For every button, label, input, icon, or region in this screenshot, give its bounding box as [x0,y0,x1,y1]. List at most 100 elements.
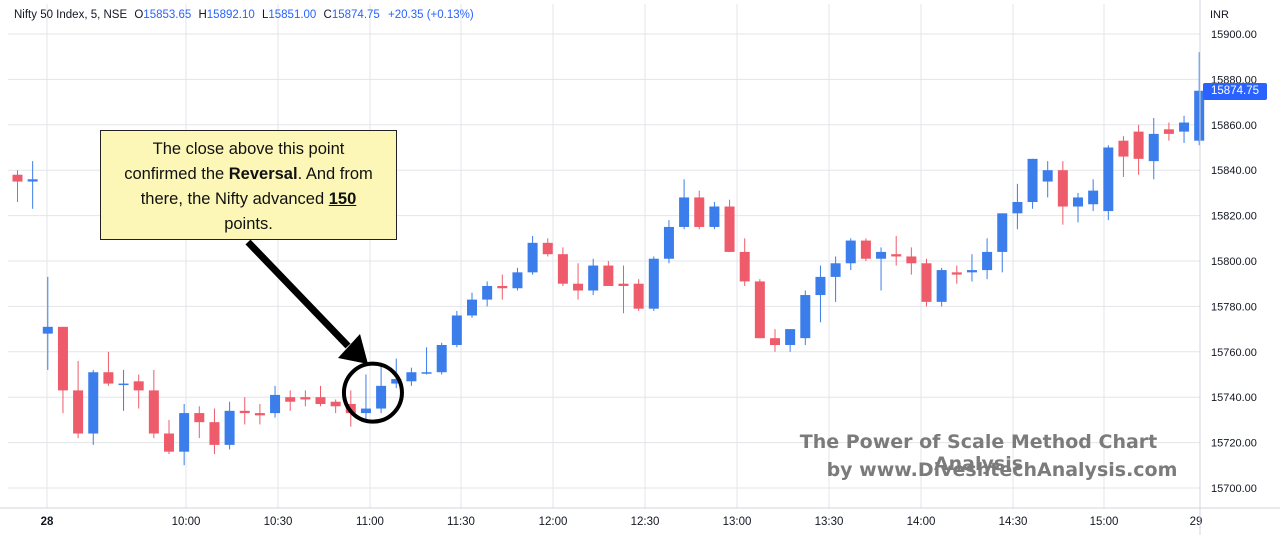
candle [285,390,296,411]
candle-body [194,413,205,423]
candle [376,363,387,414]
candle-body [663,226,674,259]
candle [406,367,417,386]
x-tick-label: 13:00 [723,516,752,528]
y-tick-label: 15780.00 [1211,301,1257,313]
candle [679,179,690,230]
candle-body [633,283,644,309]
candle-body [891,254,902,257]
candle-body [164,433,174,452]
candle [800,290,811,345]
candle-body [315,397,326,405]
candle-body [1133,131,1144,159]
candle-body [1042,170,1053,182]
candle [270,385,281,418]
candle [88,369,99,445]
candle-body [573,283,584,291]
candle-body [88,372,99,434]
candle [42,276,53,370]
candle [1042,161,1053,198]
x-tick-label: 12:00 [539,516,568,528]
candle [315,385,326,407]
candle [330,399,341,414]
candle [12,170,23,202]
candle-body [285,397,296,402]
candle-body [391,379,402,384]
open-label: O [134,9,144,21]
candle [497,274,508,300]
candle-body [845,240,856,264]
candle-body [512,272,523,289]
candle [966,254,977,282]
candle [451,310,462,348]
y-tick-label: 15900.00 [1211,29,1257,41]
candle [951,265,962,284]
callout-line2a: confirmed the [124,165,229,183]
candle [1103,145,1114,221]
annotations [245,239,404,424]
candle [1073,192,1083,223]
candle [921,258,932,307]
candle-body [694,197,705,227]
candle [1148,117,1159,180]
candle [436,342,447,375]
candle [224,401,235,450]
y-tick-label: 15800.00 [1211,256,1257,268]
candle [482,281,493,307]
candle [1194,52,1205,146]
x-tick-label: 29 [1190,516,1203,528]
y-tick-label: 15860.00 [1211,120,1257,132]
candle-body [209,422,220,445]
candle [254,404,265,425]
candle [936,267,947,307]
x-tick-label: 10:30 [264,516,293,528]
candle [739,238,750,286]
candle [1057,161,1068,225]
candle-body [830,263,841,277]
callout-line3a: there, the Nifty advanced [140,190,329,208]
candle [148,369,159,439]
candle [527,236,538,275]
callout-reversal: Reversal [228,165,298,183]
candle [557,247,568,286]
y-tick-label: 15740.00 [1211,392,1257,404]
candle-body [1103,147,1114,212]
candles [12,52,1205,466]
candle-body [1057,170,1068,207]
candle-body [1088,190,1099,205]
grid-lines [8,4,1200,508]
candle [103,351,114,386]
close-value: 15874.75 [331,9,380,21]
candle-body [618,283,629,286]
close-label: C [323,9,332,21]
y-tick-label: 15840.00 [1211,165,1257,177]
y-tick-label: 15820.00 [1211,211,1257,223]
candle-body [239,410,250,414]
x-tick-label: 11:30 [447,516,475,528]
candle-body [497,285,508,289]
candle-body [224,410,235,445]
candle-body [982,251,993,271]
candle-body [118,383,129,386]
candle-body [254,413,265,416]
candle-body [27,179,38,182]
candle-body [815,276,826,296]
candle [542,238,553,257]
candle-body [1148,133,1159,162]
y-tick-label: 15700.00 [1211,483,1257,495]
candle-body [1027,158,1038,202]
high-value: 15892.10 [206,9,255,21]
candle-body [57,326,68,391]
candle [845,238,856,271]
x-tick-label: 28 [41,516,54,528]
candle [360,374,371,423]
highlight-circle [341,361,404,424]
symbol-label: Nifty 50 Index, 5, NSE [14,9,128,21]
candle-body [179,413,190,452]
x-tick-label: 12:30 [631,516,660,528]
low-value: 15851.00 [268,9,317,21]
candle [785,329,796,352]
candle [754,279,765,339]
candle [770,329,780,352]
